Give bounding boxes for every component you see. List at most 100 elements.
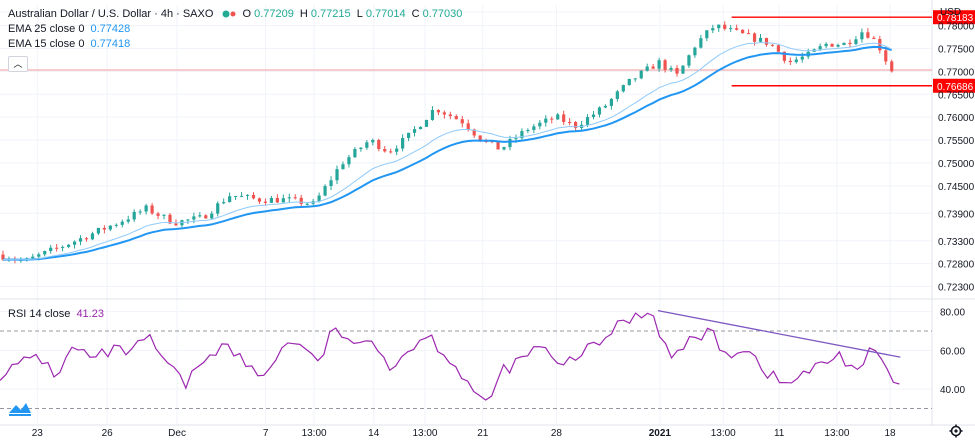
candle-up bbox=[269, 198, 273, 203]
candle-up bbox=[717, 24, 721, 29]
price-tick-label: 0.72300 bbox=[938, 283, 975, 294]
candle-up bbox=[43, 251, 47, 255]
settings-gear-icon[interactable] bbox=[949, 424, 963, 438]
candle-up bbox=[824, 43, 828, 47]
candle-down bbox=[377, 140, 381, 150]
tradingview-logo-icon[interactable] bbox=[8, 399, 32, 417]
candle-up bbox=[585, 117, 590, 125]
candle-down bbox=[562, 114, 566, 122]
candle-up bbox=[114, 224, 118, 226]
candle-up bbox=[609, 98, 613, 106]
low-value: 0.77014 bbox=[365, 8, 406, 20]
candle-down bbox=[436, 110, 441, 113]
high-value: 0.77215 bbox=[310, 8, 351, 20]
candle-up bbox=[556, 114, 560, 120]
candle-up bbox=[544, 118, 548, 123]
candle-down bbox=[735, 28, 739, 30]
level-price-tag bbox=[933, 10, 975, 25]
candle-down bbox=[770, 44, 775, 46]
candle-up bbox=[245, 194, 250, 196]
candle-up bbox=[794, 59, 798, 63]
candle-up bbox=[186, 219, 190, 221]
candle-up bbox=[138, 211, 142, 213]
candle-down bbox=[651, 66, 655, 69]
candle-up bbox=[78, 238, 83, 242]
ema15-value: 0.77418 bbox=[90, 38, 131, 50]
price-tick-label: 0.75500 bbox=[938, 136, 975, 147]
price-tick-label: 0.77000 bbox=[938, 67, 975, 78]
candle-up bbox=[198, 215, 202, 217]
candle-up bbox=[371, 140, 375, 143]
time-tick-label: 7 bbox=[263, 428, 269, 439]
candle-up bbox=[657, 60, 661, 69]
candle-up bbox=[359, 147, 363, 149]
candle-down bbox=[293, 197, 297, 199]
candle-up bbox=[532, 126, 536, 130]
candle-down bbox=[448, 114, 452, 117]
candle-down bbox=[741, 29, 745, 34]
candle-up bbox=[645, 66, 649, 71]
candle-down bbox=[156, 213, 160, 216]
ema15-legend[interactable]: EMA 15 close 0 0.77418 bbox=[8, 38, 133, 50]
candle-up bbox=[818, 46, 822, 50]
candle-down bbox=[55, 247, 59, 249]
candle-up bbox=[800, 56, 804, 60]
candle-down bbox=[102, 227, 106, 230]
candle-up bbox=[120, 221, 124, 225]
candle-down bbox=[550, 118, 554, 120]
candle-down bbox=[663, 60, 667, 70]
candle-up bbox=[597, 107, 602, 115]
candle-down bbox=[168, 214, 172, 224]
time-tick-label: 23 bbox=[32, 428, 44, 439]
candle-up bbox=[711, 28, 715, 31]
collapse-legend-button[interactable]: ︿ bbox=[8, 56, 28, 72]
candle-up bbox=[222, 202, 226, 204]
symbol-title[interactable]: Australian Dollar / U.S. Dollar · 4h · S… bbox=[8, 8, 214, 20]
candle-down bbox=[442, 112, 446, 115]
candle-up bbox=[681, 65, 685, 74]
ema25-line bbox=[2, 45, 893, 261]
rsi-legend[interactable]: RSI 14 close 41.23 bbox=[8, 308, 107, 320]
candle-down bbox=[782, 51, 786, 61]
candle-up bbox=[305, 203, 309, 205]
candle-up bbox=[228, 196, 232, 203]
candle-up bbox=[287, 197, 291, 199]
price-tick-label: 0.78000 bbox=[938, 22, 975, 33]
candles bbox=[1, 21, 894, 264]
candle-down bbox=[866, 32, 870, 38]
candle-up bbox=[281, 198, 285, 203]
candle-up bbox=[335, 169, 339, 181]
rsi-tick-label: 60.00 bbox=[940, 346, 965, 357]
candle-up bbox=[210, 213, 214, 219]
high-label: H bbox=[299, 8, 308, 20]
candle-down bbox=[1, 254, 5, 260]
candle-up bbox=[72, 241, 77, 245]
visibility-eye-icon[interactable] bbox=[221, 9, 237, 19]
price-tick-label: 0.74500 bbox=[938, 182, 975, 193]
time-tick-label: 13:00 bbox=[711, 428, 736, 439]
resistance-level-label: 0.78183 bbox=[937, 13, 974, 24]
candle-down bbox=[884, 50, 888, 62]
candle-down bbox=[251, 194, 256, 199]
candle-up bbox=[234, 195, 238, 197]
time-tick-label: 18 bbox=[884, 428, 896, 439]
candle-up bbox=[317, 195, 321, 202]
candle-up bbox=[854, 39, 858, 44]
candle-down bbox=[460, 119, 464, 124]
candle-down bbox=[472, 129, 476, 136]
candle-up bbox=[239, 195, 244, 197]
candle-down bbox=[872, 37, 876, 40]
ema25-legend[interactable]: EMA 25 close 0 0.77428 bbox=[8, 23, 133, 35]
rsi-tick-label: 40.00 bbox=[940, 385, 965, 396]
candle-down bbox=[478, 135, 482, 142]
ema15-line bbox=[2, 42, 892, 261]
candle-up bbox=[669, 67, 673, 70]
candle-up bbox=[591, 114, 596, 118]
price-tick-label: 0.76500 bbox=[938, 90, 975, 101]
candle-up bbox=[621, 85, 625, 92]
candle-down bbox=[752, 33, 757, 42]
candle-up bbox=[860, 32, 864, 40]
price-tick-label: 0.73900 bbox=[938, 209, 975, 220]
candle-down bbox=[496, 141, 500, 150]
